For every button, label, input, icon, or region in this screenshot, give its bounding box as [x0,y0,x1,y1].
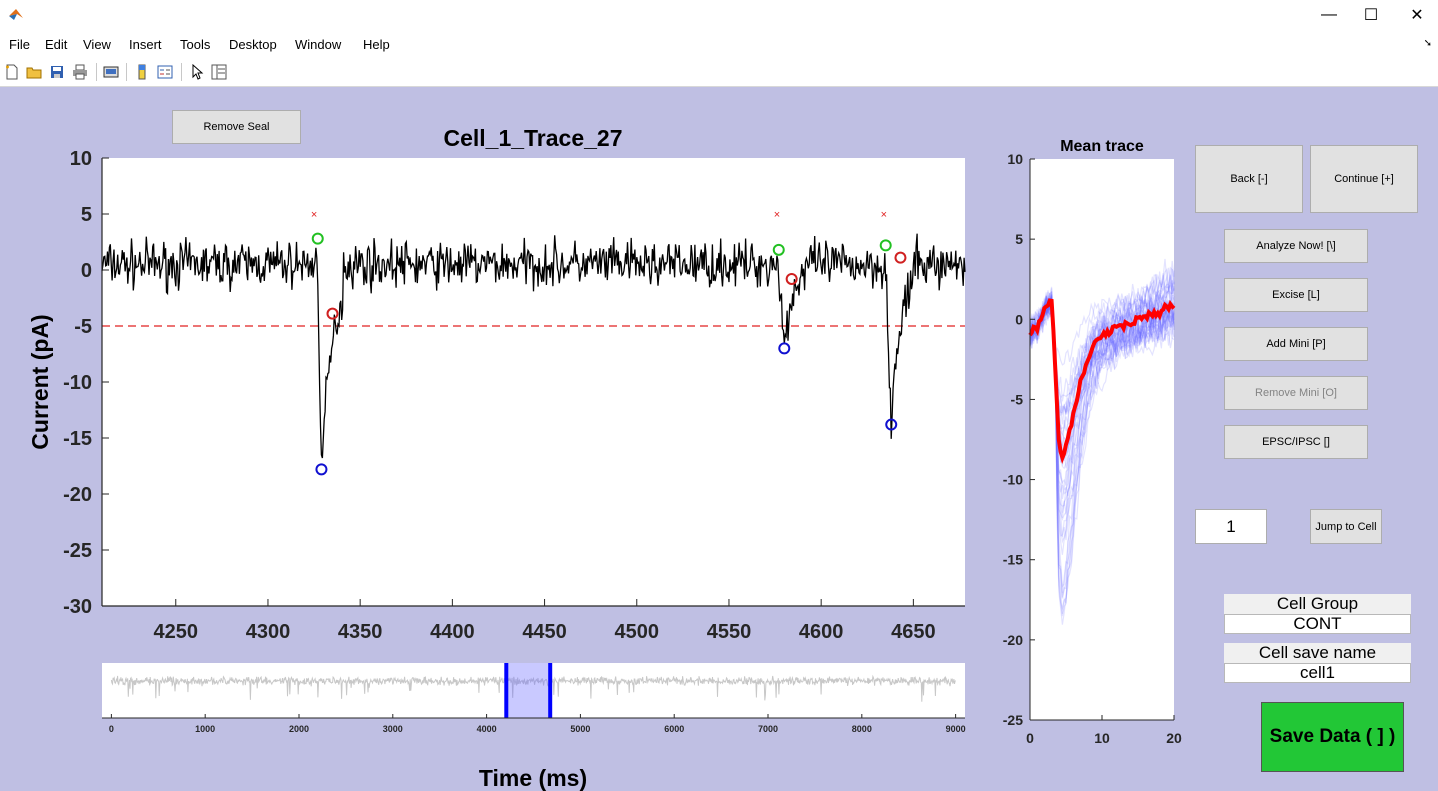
close-button[interactable]: ✕ [1410,7,1424,24]
continue-button[interactable]: Continue [+] [1310,145,1418,213]
pointer-icon[interactable] [189,64,205,80]
epsc-ipsc-button[interactable]: EPSC/IPSC [] [1224,425,1368,459]
menu-bar: File Edit View Insert Tools Desktop Wind… [0,34,1438,56]
toolbar-separator [96,63,97,81]
menu-help[interactable]: Help [363,37,390,52]
cell-save-name-field[interactable]: cell1 [1224,663,1411,683]
back-button[interactable]: Back [-] [1195,145,1303,213]
cell-group-label: Cell Group [1224,594,1411,614]
toolbar-separator [181,63,182,81]
property-inspector-icon[interactable] [211,64,227,80]
menu-edit[interactable]: Edit [45,37,68,52]
colorbar-icon[interactable] [134,64,150,80]
matlab-icon [9,9,23,20]
cell-number-input[interactable]: 1 [1195,509,1267,544]
cell-group-field[interactable]: CONT [1224,614,1411,634]
menu-view[interactable]: View [83,37,111,52]
add-mini-button[interactable]: Add Mini [P] [1224,327,1368,361]
title-bar: — ☐ ✕ [0,0,1438,30]
maximize-button[interactable]: ☐ [1363,7,1379,24]
cell-save-name-label: Cell save name [1224,643,1411,663]
save-data-button[interactable]: Save Data ( ] ) [1261,702,1404,772]
jump-to-cell-button[interactable]: Jump to Cell [1310,509,1382,544]
menu-desktop[interactable]: Desktop [229,37,277,52]
print-icon[interactable] [72,64,88,80]
menu-tools[interactable]: Tools [180,37,211,52]
new-figure-icon[interactable] [4,64,20,80]
remove-mini-button[interactable]: Remove Mini [O] [1224,376,1368,410]
toolbar-separator [126,63,127,81]
toolbar [0,58,1438,87]
minimize-button[interactable]: — [1321,6,1337,23]
excise-button[interactable]: Excise [L] [1224,278,1368,312]
link-plot-icon[interactable] [103,64,119,80]
save-icon[interactable] [49,64,65,80]
menu-insert[interactable]: Insert [129,37,162,52]
dock-arrow-icon[interactable]: ➘ [1423,38,1432,49]
menu-file[interactable]: File [9,37,30,52]
menu-window[interactable]: Window [295,37,342,52]
legend-icon[interactable] [157,64,173,80]
open-file-icon[interactable] [26,64,42,80]
remove-seal-button[interactable]: Remove Seal [172,110,301,144]
analyze-now-button[interactable]: Analyze Now! [\] [1224,229,1368,263]
